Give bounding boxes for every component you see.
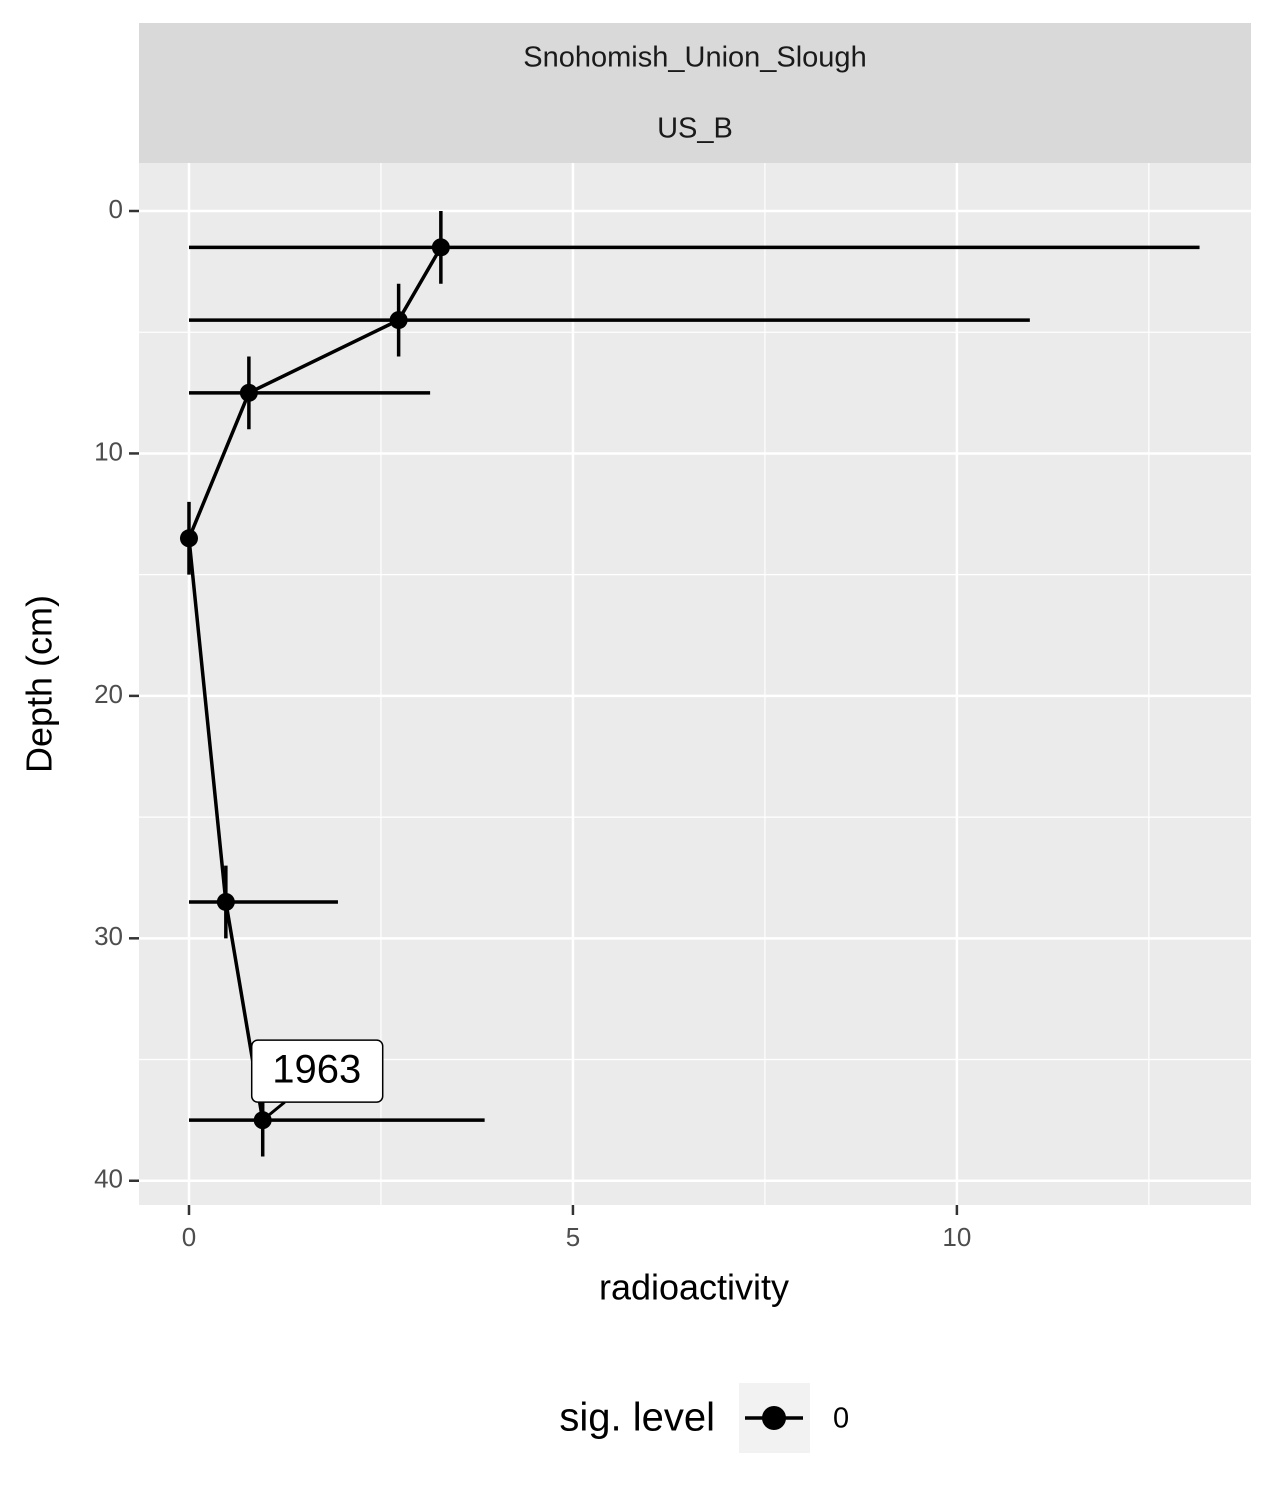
point	[389, 311, 408, 330]
y-tick-label: 20	[94, 679, 123, 709]
legend-label: 0	[833, 1403, 849, 1435]
x-tick-label: 0	[182, 1222, 196, 1252]
point	[431, 238, 450, 257]
y-axis-title: Depth (cm)	[19, 595, 60, 773]
annotation-segment	[261, 1100, 286, 1122]
data-line	[187, 246, 443, 1121]
annotation: 1963	[272, 1048, 361, 1092]
point	[179, 529, 198, 548]
strip	[139, 23, 1251, 93]
strip-label: Snohomish_Union_Slough	[523, 42, 866, 74]
point	[239, 383, 258, 402]
x-axis-title: radioactivity	[599, 1267, 789, 1308]
legend-point	[762, 1406, 786, 1430]
y-tick-label: 0	[109, 194, 123, 224]
strip	[139, 93, 1251, 163]
annotation-box	[250, 1039, 384, 1103]
y-tick-label: 40	[94, 1164, 123, 1194]
legend-title: sig. level	[559, 1396, 715, 1440]
panel	[139, 163, 1251, 1205]
y-tick-label: 10	[94, 436, 123, 466]
strip-label: US_B	[657, 113, 733, 145]
x-tick-label: 10	[942, 1222, 971, 1252]
x-tick-label: 5	[566, 1222, 580, 1252]
y-tick-label: 30	[94, 921, 123, 951]
point	[216, 892, 235, 911]
